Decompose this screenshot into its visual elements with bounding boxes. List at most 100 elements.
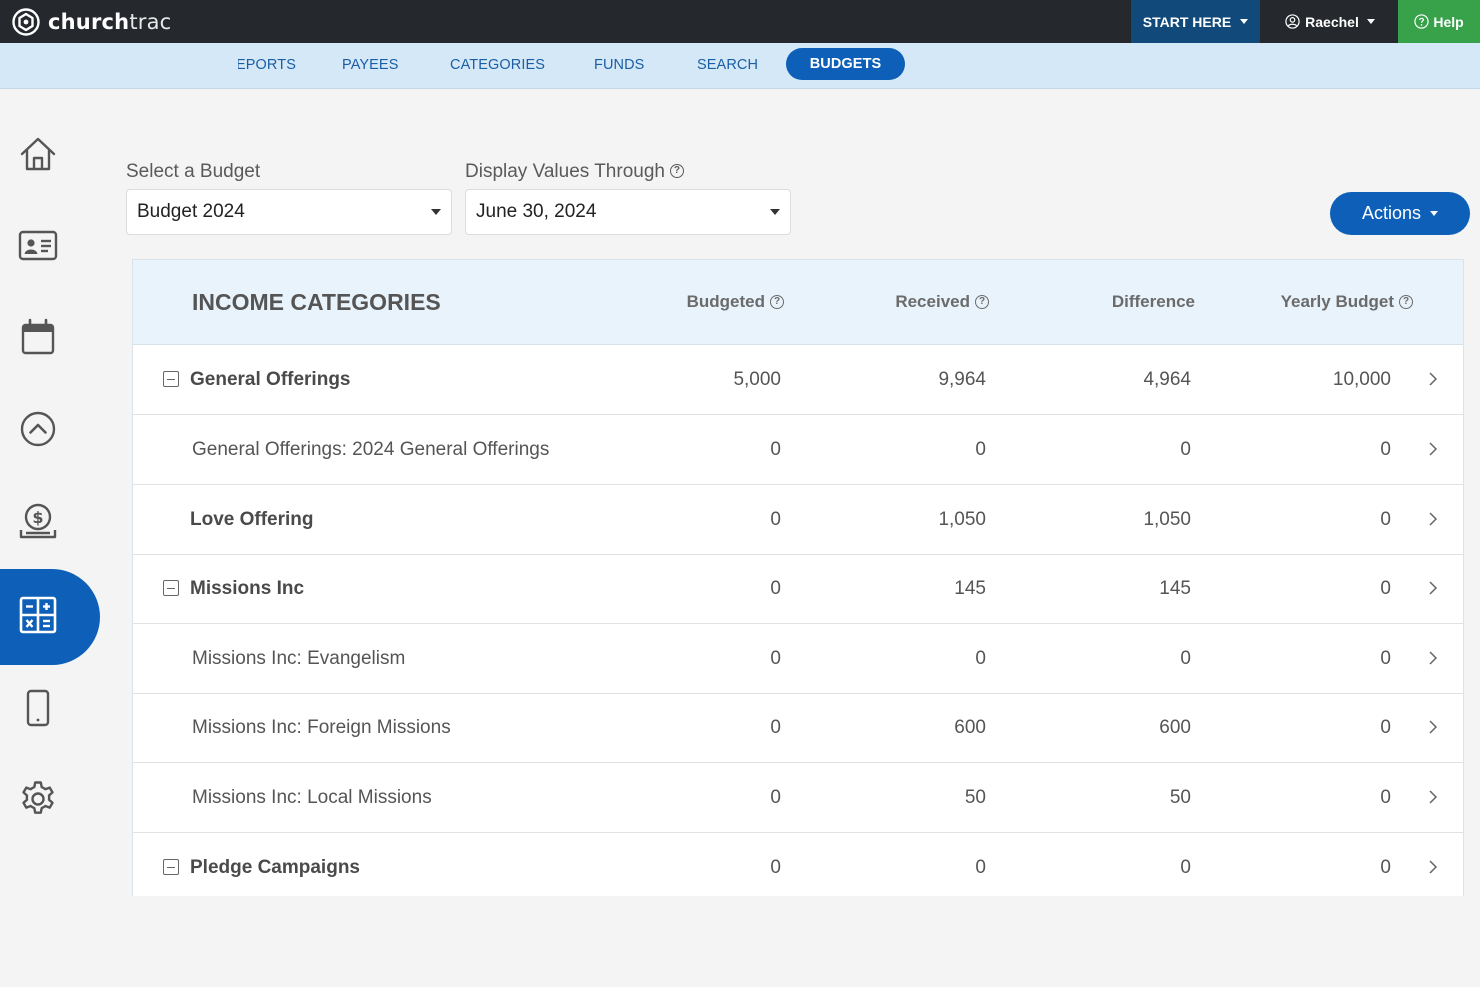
category-name: Missions Inc: Local Missions: [192, 786, 432, 808]
sidebar-item-mobile[interactable]: [0, 673, 75, 743]
subnav-search[interactable]: SEARCH: [697, 56, 759, 73]
category-name: Missions Inc: Foreign Missions: [192, 716, 451, 738]
table-header: INCOME CATEGORIES Budgeted? Received? Di…: [133, 260, 1463, 345]
display-through-text: Display Values Through: [465, 161, 665, 182]
budgeted-value: 0: [770, 856, 781, 878]
settings-icon: [21, 781, 54, 814]
difference-value: 0: [1180, 647, 1191, 669]
table-row[interactable]: General Offerings: 2024 General Offering…: [133, 415, 1463, 485]
calendar-icon: [21, 318, 54, 355]
help-circle-icon[interactable]: ?: [1399, 294, 1413, 309]
budgeted-value: 0: [770, 786, 781, 808]
yearly-budget-value: 0: [1380, 647, 1391, 669]
actions-button[interactable]: Actions: [1330, 192, 1470, 235]
difference-value: 1,050: [1143, 508, 1191, 530]
sidebar-item-groups[interactable]: [0, 394, 75, 464]
budgeted-value: 5,000: [733, 368, 781, 390]
subnav-reports[interactable]: EPORTS: [236, 56, 296, 73]
accounting-subnav: EPORTS PAYEES CATEGORIES FUNDS SEARCH BU…: [0, 43, 1480, 89]
budgeted-value: 0: [770, 438, 781, 460]
display-through-value: June 30, 2024: [476, 201, 597, 222]
chevron-right-icon[interactable]: [1425, 859, 1441, 875]
received-value: 600: [954, 716, 986, 738]
difference-value: 0: [1180, 438, 1191, 460]
question-circle-icon: [1414, 14, 1429, 29]
collapse-icon[interactable]: [163, 580, 179, 596]
table-row[interactable]: Love Offering 0 1,050 1,050 0: [133, 485, 1463, 555]
received-value: 1,050: [938, 508, 986, 530]
dropdown-arrow-icon: [431, 209, 441, 215]
churchtrac-logo[interactable]: churchtrac: [12, 8, 171, 36]
received-value: 145: [954, 577, 986, 599]
display-through-label: Display Values Through?: [465, 161, 684, 183]
chevron-right-icon[interactable]: [1425, 441, 1441, 457]
contacts-icon: [18, 230, 57, 261]
column-received: Received?: [895, 292, 989, 312]
logo-text: churchtrac: [48, 10, 172, 34]
user-menu-button[interactable]: Raechel: [1262, 0, 1398, 43]
chevron-right-icon[interactable]: [1425, 789, 1441, 805]
chevron-right-icon[interactable]: [1425, 650, 1441, 666]
help-circle-icon[interactable]: ?: [669, 163, 684, 178]
collapse-icon[interactable]: [163, 371, 179, 387]
subnav-categories[interactable]: CATEGORIES: [450, 56, 545, 73]
chevron-right-icon[interactable]: [1425, 580, 1441, 596]
chevron-right-icon[interactable]: [1425, 719, 1441, 735]
sidebar-item-people[interactable]: [0, 210, 75, 280]
received-value: 0: [975, 647, 986, 669]
subnav-payees[interactable]: PAYEES: [342, 56, 399, 73]
budgeted-value: 0: [770, 577, 781, 599]
select-budget-label: Select a Budget: [126, 161, 261, 182]
chevron-down-icon: [1430, 211, 1439, 216]
budgeted-value: 0: [770, 647, 781, 669]
table-row[interactable]: Missions Inc 0 145 145 0: [133, 554, 1463, 624]
difference-value: 4,964: [1143, 368, 1191, 390]
table-row[interactable]: Missions Inc: Local Missions 0 50 50 0: [133, 763, 1463, 833]
column-difference: Difference: [1111, 292, 1195, 311]
budget-select-value: Budget 2024: [137, 201, 245, 222]
collapse-icon[interactable]: [163, 859, 179, 875]
table-row[interactable]: Pledge Campaigns 0 0 0 0: [133, 833, 1463, 896]
display-through-select[interactable]: June 30, 2024: [465, 189, 791, 235]
mobile-icon: [26, 689, 49, 727]
sidebar-item-home[interactable]: [0, 119, 75, 189]
help-circle-icon[interactable]: ?: [975, 294, 989, 309]
chevron-down-icon: [1240, 19, 1249, 24]
sidebar-item-settings[interactable]: [0, 764, 75, 834]
home-icon: [20, 137, 55, 171]
table-row[interactable]: General Offerings 5,000 9,964 4,964 10,0…: [133, 345, 1463, 415]
category-name: Pledge Campaigns: [190, 856, 360, 878]
budgeted-value: 0: [770, 508, 781, 530]
subnav-funds[interactable]: FUNDS: [594, 56, 645, 73]
category-name: General Offerings: 2024 General Offering…: [192, 438, 550, 460]
difference-value: 145: [1159, 577, 1191, 599]
sidebar-item-accounting[interactable]: [0, 569, 100, 665]
subnav-budgets[interactable]: BUDGETS: [786, 48, 905, 80]
budgeted-value: 0: [770, 716, 781, 738]
table-row[interactable]: Missions Inc: Foreign Missions 0 600 600…: [133, 693, 1463, 763]
help-circle-icon[interactable]: ?: [770, 294, 784, 309]
giving-icon: $: [19, 503, 56, 539]
received-value: 0: [975, 438, 986, 460]
top-bar: churchtrac START HERE Raechel Help: [0, 0, 1480, 43]
sidebar-item-giving[interactable]: $: [0, 485, 75, 555]
start-here-button[interactable]: START HERE: [1131, 0, 1260, 43]
yearly-budget-value: 0: [1380, 856, 1391, 878]
chevron-right-icon[interactable]: [1425, 511, 1441, 527]
difference-value: 600: [1159, 716, 1191, 738]
sidebar-item-calendar[interactable]: [0, 302, 75, 372]
category-name: Missions Inc: Evangelism: [192, 647, 406, 669]
svg-text:$: $: [32, 508, 43, 527]
table-row[interactable]: Missions Inc: Evangelism 0 0 0 0: [133, 624, 1463, 694]
column-yearly-budget: Yearly Budget?: [1281, 292, 1413, 312]
chevron-up-circle-icon: [20, 411, 55, 447]
difference-value: 50: [1169, 786, 1191, 808]
start-here-label: START HERE: [1142, 13, 1232, 30]
help-button[interactable]: Help: [1398, 0, 1480, 43]
received-value: 0: [975, 856, 986, 878]
yearly-budget-value: 0: [1380, 438, 1391, 460]
budget-select[interactable]: Budget 2024: [126, 189, 452, 235]
accounting-icon-wrap: [17, 594, 59, 641]
chevron-right-icon[interactable]: [1425, 371, 1441, 387]
yearly-budget-value: 0: [1380, 716, 1391, 738]
